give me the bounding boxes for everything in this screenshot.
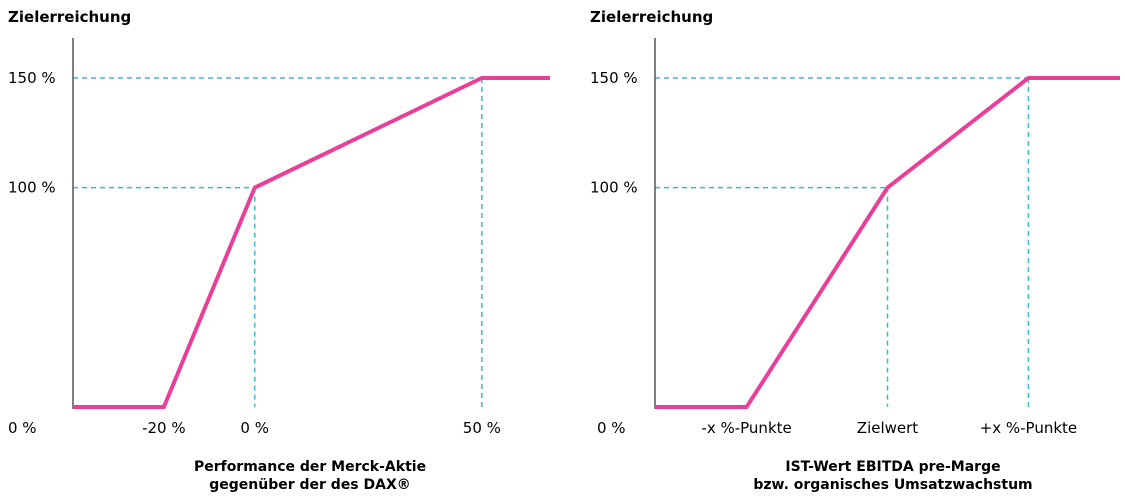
x-axis-title-line-2: gegenüber der des DAX® [209,477,411,493]
y-tick-label: 100 % [8,179,56,197]
x-tick-label: +x %-Punkte [980,419,1077,437]
y-tick-label: 0 % [597,419,626,437]
y-tick-label: 100 % [590,179,638,197]
x-tick-label: 0 % [240,419,269,437]
y-tick-label: 150 % [8,69,56,87]
y-axis-label: Zielerreichung [590,8,713,26]
x-tick-label: -20 % [142,419,186,437]
x-tick-label: 50 % [463,419,501,437]
y-tick-label: 0 % [8,419,37,437]
x-axis-title-line-1: Performance der Merck-Aktie [194,459,426,475]
chart-panel-performance: Zielerreichung 0 % 100 % 150 % -20 % 0 % 50 % P… [8,8,551,493]
x-axis-title-line-2: bzw. organisches Umsatzwachstum [753,477,1032,493]
y-axis-label: Zielerreichung [8,8,131,26]
chart-panel-ebitda: Zielerreichung 0 % 100 % 150 % -x %-Punkte Zi… [590,8,1121,493]
x-tick-label: Zielwert [857,419,919,437]
series-line [73,76,550,409]
x-axis-title-line-1: IST-Wert EBITDA pre-Marge [785,459,1000,475]
x-tick-label: -x %-Punkte [701,419,791,437]
y-tick-label: 150 % [590,69,638,87]
